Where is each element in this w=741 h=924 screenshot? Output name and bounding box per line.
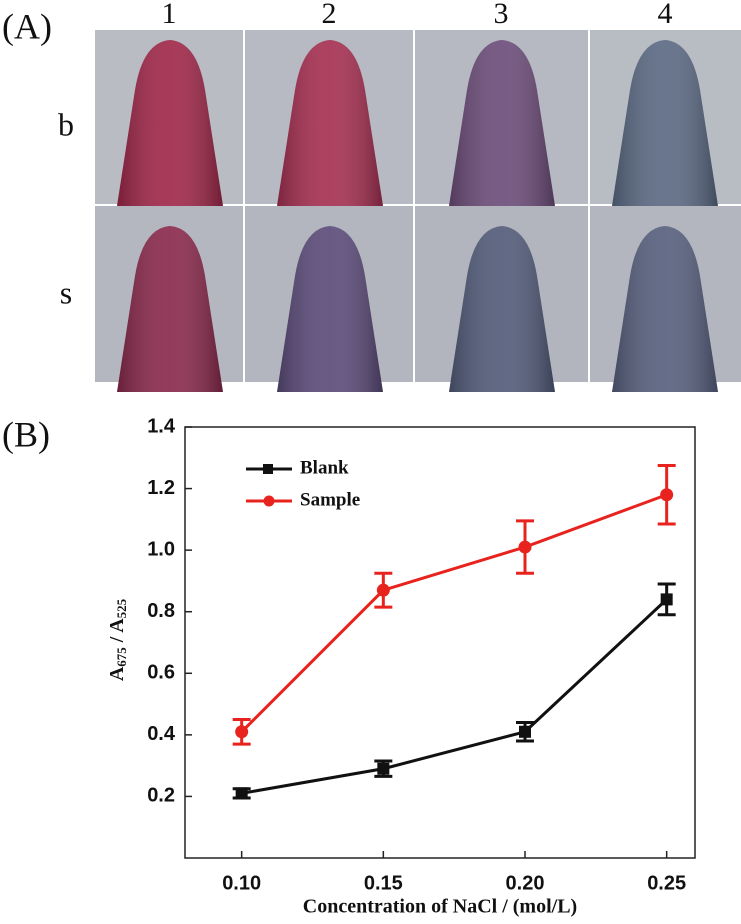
plot-frame <box>184 426 696 859</box>
y-tick-label: 0.8 <box>147 600 175 622</box>
marker <box>376 583 390 597</box>
column-label: 3 <box>494 0 509 30</box>
x-tick-label: 0.10 <box>222 872 261 894</box>
series-line <box>240 493 668 733</box>
y-tick-label: 1.0 <box>147 538 175 560</box>
x-tick-label: 0.25 <box>647 872 686 894</box>
marker <box>660 488 674 502</box>
legend-label: Sample <box>300 489 360 510</box>
legend-label: Blank <box>300 457 349 478</box>
row-label: b <box>58 106 74 142</box>
legend-marker <box>263 495 275 507</box>
legend-marker <box>263 464 273 474</box>
x-axis-title: Concentration of NaCl / (mol/L) <box>303 896 577 918</box>
y-tick-label: 0.4 <box>147 723 176 745</box>
x-tick-label: 0.15 <box>364 872 403 894</box>
marker <box>235 725 249 739</box>
y-tick-label: 1.4 <box>147 415 176 437</box>
y-axis-title: A675 / A525 <box>106 598 129 681</box>
y-tick-label: 1.2 <box>147 477 175 499</box>
column-label: 1 <box>162 0 177 30</box>
marker <box>235 787 248 800</box>
marker <box>519 725 531 738</box>
x-tick-label: 0.20 <box>506 872 545 894</box>
panel-label: (B) <box>2 414 50 454</box>
panel-label: (A) <box>2 6 52 46</box>
marker <box>377 762 390 775</box>
y-tick-label: 0.6 <box>147 662 175 684</box>
y-tick-label: 0.2 <box>147 785 175 807</box>
row-label: s <box>60 274 72 310</box>
column-label: 2 <box>322 0 337 30</box>
column-label: 4 <box>658 0 673 30</box>
marker <box>660 593 673 606</box>
marker <box>518 540 532 554</box>
photo-grid <box>95 30 741 392</box>
series-line <box>241 598 668 795</box>
